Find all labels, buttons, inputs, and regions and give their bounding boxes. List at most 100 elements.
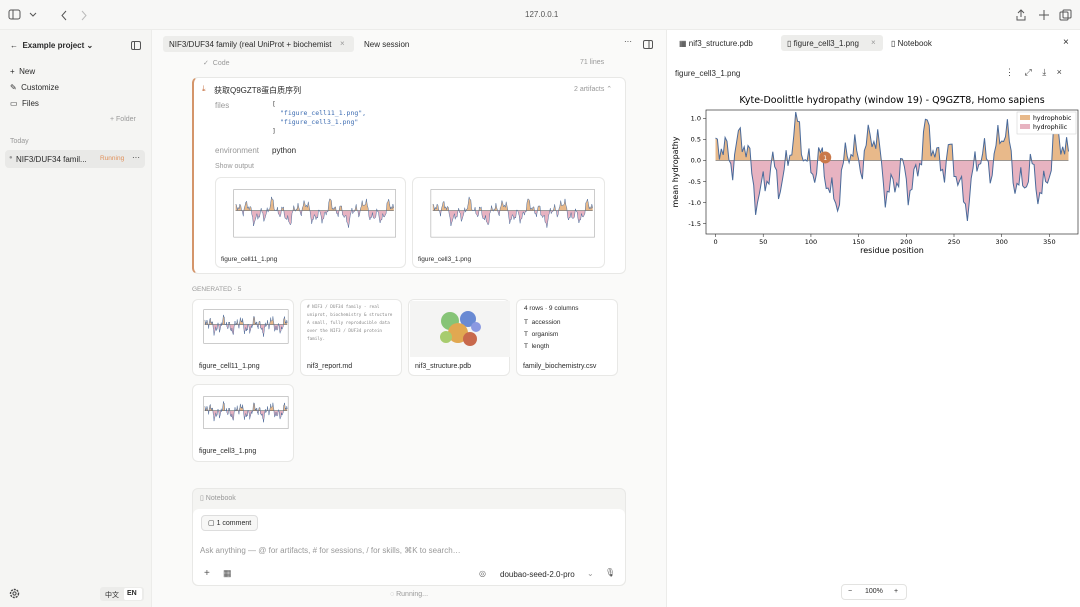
code-line: [ bbox=[272, 100, 276, 108]
profile-line bbox=[235, 196, 395, 228]
panel-tab-label: figure_cell3_1.png bbox=[793, 39, 860, 48]
markdown-preview: # NIF3 / DUF34 family - real uniprot, bi… bbox=[307, 304, 392, 344]
menu-item[interactable]: + New bbox=[10, 67, 36, 76]
profile-line bbox=[432, 196, 593, 228]
csv-column: T length bbox=[524, 343, 550, 350]
annotation-marker bbox=[819, 151, 832, 164]
browser-controls[interactable] bbox=[8, 9, 88, 22]
panel-close[interactable]: × bbox=[1063, 37, 1069, 48]
x-tick-label: 350 bbox=[1043, 238, 1055, 246]
language-toggle: 中文 EN bbox=[100, 587, 144, 601]
address-bar[interactable]: 127.0.0.1 bbox=[525, 10, 559, 19]
collapse-sidebar[interactable] bbox=[131, 41, 141, 51]
back-arrow[interactable]: ← bbox=[10, 41, 18, 50]
zoom-out[interactable]: − bbox=[848, 588, 853, 595]
tab-menu[interactable]: ··· bbox=[624, 37, 632, 46]
status-line: ◌ Running... bbox=[390, 591, 429, 598]
thumb-frame bbox=[203, 396, 289, 429]
image-card[interactable]: figure_cell3_1.png bbox=[412, 177, 605, 268]
comment-text: 1 comment bbox=[216, 520, 252, 527]
browser-actions[interactable] bbox=[1016, 9, 1072, 22]
legend-label: hydrophobic bbox=[1033, 115, 1072, 122]
lang-option[interactable]: 中文 bbox=[105, 592, 119, 599]
column-name: length bbox=[531, 343, 550, 350]
preview-line: # NIF3 / DUF34 family - real bbox=[307, 305, 380, 310]
grid-button[interactable]: ▦ bbox=[223, 568, 232, 578]
new-folder[interactable]: + Folder bbox=[110, 116, 136, 123]
input-placeholder[interactable]: Ask anything — @ for artifacts, # for se… bbox=[200, 546, 461, 555]
y-tick-label: -0.5 bbox=[688, 178, 701, 186]
image-name: figure_cell3_1.png bbox=[418, 256, 472, 263]
project-name[interactable]: ← Example project ⌄ bbox=[10, 41, 94, 50]
panel-tab[interactable]: ▦ nif3_structure.pdb bbox=[679, 39, 753, 48]
x-tick-label: 0 bbox=[713, 238, 717, 246]
menu-item[interactable]: ▭ Files bbox=[10, 99, 39, 108]
menu-item[interactable]: ✎ Customize bbox=[10, 83, 59, 92]
image-card[interactable]: figure_cell11_1.png bbox=[215, 177, 406, 268]
structure-thumbnail bbox=[410, 301, 510, 357]
artifact-card[interactable]: # NIF3 / DUF34 family - real uniprot, bi… bbox=[300, 299, 402, 376]
artifacts-toggle[interactable]: 2 artifacts ⌃ bbox=[574, 86, 613, 93]
artifact-name: figure_cell3_1.png bbox=[199, 448, 257, 455]
add-button[interactable]: + bbox=[204, 568, 210, 579]
session-title: NIF3/DUF34 famil... bbox=[16, 155, 87, 164]
y-tick-label: -1.5 bbox=[688, 220, 701, 228]
legend-box bbox=[1016, 111, 1077, 135]
artifact-card[interactable]: nif3_structure.pdb bbox=[408, 299, 510, 376]
panel-tab-active[interactable]: ▯ figure_cell3_1.png × bbox=[781, 35, 883, 51]
menu-label: Files bbox=[22, 99, 39, 108]
tab-close[interactable]: × bbox=[340, 39, 345, 48]
tab-label[interactable]: New session bbox=[364, 40, 410, 49]
session-menu[interactable]: ··· bbox=[132, 153, 140, 162]
preview-line: uniprot, biochemistry & structure bbox=[307, 313, 393, 318]
artifact-card[interactable]: 4 rows · 9 columns T accession T organis… bbox=[516, 299, 618, 376]
tool-card: ⤓ 获取Q9GZT8蛋白质序列 2 artifacts ⌃ files [ "f… bbox=[192, 77, 626, 274]
project-title: Example project bbox=[22, 41, 85, 50]
preview-line: A small, fully reproducible data bbox=[307, 321, 390, 326]
legend: hydrophobic hydrophilic bbox=[1016, 111, 1077, 135]
artifact-name: nif3_structure.pdb bbox=[415, 363, 472, 370]
artifact-name: nif3_report.md bbox=[307, 363, 353, 370]
menu-label: New bbox=[19, 67, 36, 76]
code-line: ] bbox=[272, 127, 276, 135]
panel-tab-label: Notebook bbox=[897, 39, 932, 48]
csv-columns: T accession T organism T length bbox=[524, 317, 561, 353]
settings-icon[interactable] bbox=[9, 588, 20, 599]
panel-tab[interactable]: ▯ Notebook bbox=[891, 39, 932, 48]
notebook-label[interactable]: ▯ Notebook bbox=[200, 495, 236, 502]
zoom-in[interactable]: + bbox=[894, 588, 899, 595]
y-axis-label: mean hydropathy bbox=[671, 136, 680, 207]
artifact-card[interactable]: figure_cell3_1.png bbox=[192, 384, 294, 462]
file-actions[interactable]: ⋮ ⤢ ⤓ × bbox=[1005, 67, 1062, 77]
code-line: "figure_cell3_1.png" bbox=[280, 118, 359, 126]
artifact-name: figure_cell11_1.png bbox=[199, 363, 260, 370]
mic-button[interactable]: 🎙 bbox=[605, 568, 616, 577]
artifact-card[interactable]: figure_cell11_1.png bbox=[192, 299, 294, 376]
tab-close[interactable]: × bbox=[871, 38, 876, 47]
thumbnail bbox=[196, 303, 292, 351]
hydrophobic-area bbox=[235, 196, 394, 211]
comment-chip[interactable]: ▢ 1 comment bbox=[201, 515, 259, 531]
artifact-name: family_biochemistry.csv bbox=[523, 363, 597, 370]
composer-input: ▢ 1 comment Ask anything — @ for artifac… bbox=[193, 509, 625, 585]
model-caret[interactable]: ⌄ bbox=[587, 569, 594, 578]
code-text: Code bbox=[212, 60, 230, 67]
code-label[interactable]: ✓ Code bbox=[203, 60, 230, 67]
x-tick-label: 100 bbox=[805, 238, 817, 246]
thumb-frame bbox=[203, 309, 289, 344]
show-output[interactable]: Show output bbox=[215, 163, 254, 170]
thumb-frame bbox=[233, 189, 396, 238]
model-select[interactable]: doubao-seed-2.0-pro bbox=[500, 570, 575, 579]
session-item[interactable]: ● NIF3/DUF34 famil... Running ··· bbox=[5, 150, 145, 168]
composer: ▯ Notebook ▢ 1 comment Ask anything — @ … bbox=[192, 488, 626, 586]
x-tick-label: 50 bbox=[759, 238, 767, 246]
legend-swatch bbox=[1020, 115, 1030, 120]
section-label: Today bbox=[10, 138, 29, 145]
lang-option[interactable]: EN bbox=[124, 588, 142, 600]
split-view[interactable] bbox=[643, 40, 653, 49]
hydrophobic-area bbox=[432, 196, 593, 211]
tab-active[interactable]: NIF3/DUF34 family (real UniProt + bioche… bbox=[163, 36, 354, 52]
line-count: 71 lines bbox=[580, 59, 605, 66]
